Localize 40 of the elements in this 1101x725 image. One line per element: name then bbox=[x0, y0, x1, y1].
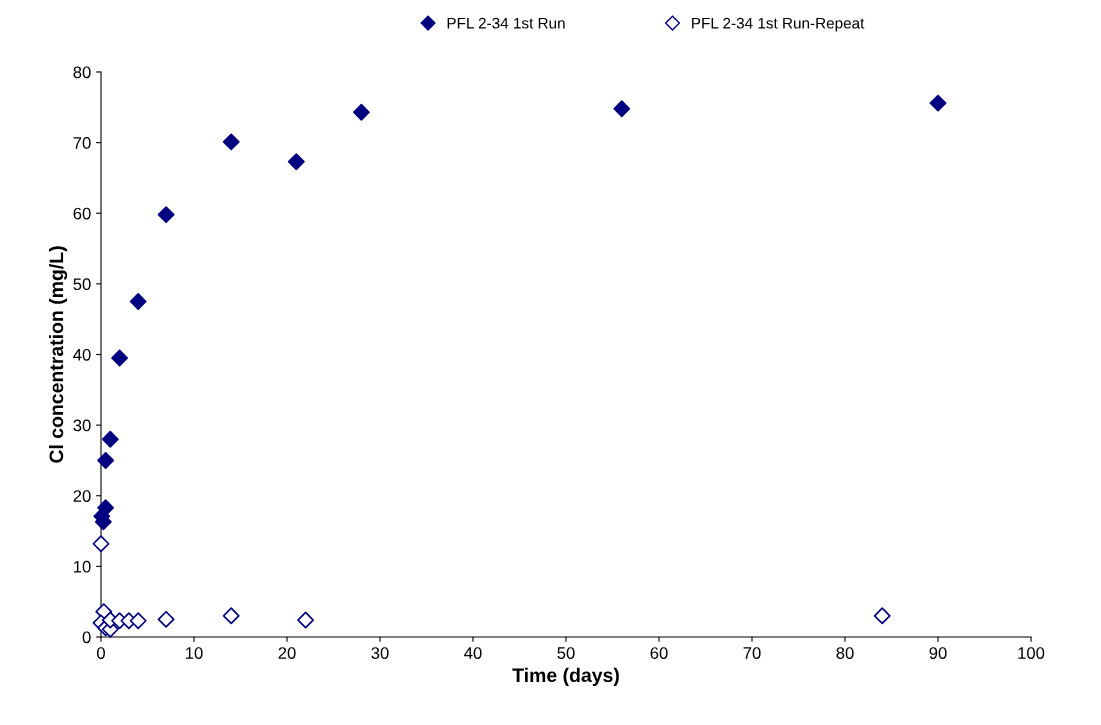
x-tick-label: 0 bbox=[97, 647, 105, 659]
x-tick-label: 40 bbox=[464, 647, 482, 659]
point bbox=[92, 535, 110, 553]
point bbox=[129, 293, 147, 310]
x-tick-label: 100 bbox=[1018, 647, 1045, 659]
x-tick-label: 60 bbox=[650, 647, 668, 659]
y-tick-label: 60 bbox=[73, 207, 91, 220]
point bbox=[101, 430, 119, 448]
x-tick-label: 20 bbox=[278, 647, 296, 659]
point bbox=[129, 612, 147, 630]
point bbox=[352, 103, 370, 121]
point bbox=[287, 153, 305, 171]
x-tick-label: 90 bbox=[929, 647, 947, 659]
x-axis-title: Time (days) bbox=[512, 667, 619, 686]
point bbox=[222, 133, 240, 151]
y-tick-label: 0 bbox=[82, 631, 91, 644]
x-tick-label: 50 bbox=[557, 647, 575, 659]
y-tick-label: 10 bbox=[74, 560, 91, 573]
x-tick-label: 80 bbox=[836, 647, 854, 659]
y-axis-title: Cl concentration (mg/L) bbox=[48, 246, 68, 463]
y-tick-label: 20 bbox=[73, 490, 91, 502]
y-tick-label: 30 bbox=[73, 419, 91, 432]
point bbox=[929, 94, 947, 112]
y-tick-label: 40 bbox=[73, 348, 91, 361]
point bbox=[297, 611, 315, 629]
point bbox=[111, 349, 129, 367]
y-tick-label: 70 bbox=[73, 137, 91, 149]
y-tick-label: 50 bbox=[73, 278, 91, 291]
point bbox=[157, 610, 175, 628]
legend-label: PFL 2-34 1st Run bbox=[447, 17, 565, 29]
point bbox=[613, 100, 631, 118]
x-tick-label: 30 bbox=[371, 647, 389, 659]
point bbox=[97, 451, 115, 469]
point bbox=[222, 607, 240, 625]
x-tick-label: 10 bbox=[186, 647, 203, 659]
legend-label: PFL 2-34 1st Run-Repeat bbox=[692, 17, 865, 32]
y-tick-label: 80 bbox=[73, 66, 91, 79]
x-tick-label: 70 bbox=[743, 647, 761, 659]
point bbox=[873, 607, 891, 625]
point bbox=[157, 206, 175, 224]
